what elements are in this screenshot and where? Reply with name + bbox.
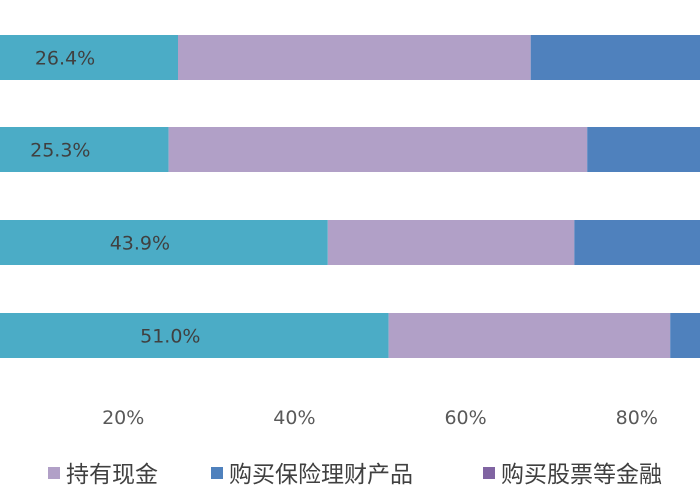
bar-segment-row1-series3 <box>530 35 700 80</box>
bar-segment-row4-series2 <box>388 313 671 358</box>
bar-segment-row2-series1 <box>0 127 169 172</box>
bar-segment-row1-series2 <box>178 35 531 80</box>
bar-segment-row4-series1 <box>0 313 389 358</box>
value-label-row2: 25.3% <box>30 140 90 162</box>
value-label-row3: 43.9% <box>110 233 170 255</box>
bar-segment-row2-series2 <box>168 127 588 172</box>
bar-segment-row1-series1 <box>0 35 178 80</box>
x-tick-label-2: 40% <box>273 407 315 429</box>
legend-swatch-2 <box>48 467 60 479</box>
bar-segment-row3-series1 <box>0 220 328 265</box>
value-labels-layer: 26.4% 25.3% 43.9% 51.0% <box>30 48 200 348</box>
legend-swatch-4 <box>483 467 495 479</box>
x-axis-ticks: 20% 40% 60% 80% <box>102 407 658 429</box>
value-label-row4: 51.0% <box>140 326 200 348</box>
bar-segment-row3-series3 <box>574 220 700 265</box>
x-tick-label-3: 60% <box>444 407 486 429</box>
x-tick-label-1: 20% <box>102 407 144 429</box>
legend-label-2: 持有现金 <box>66 462 158 488</box>
value-label-row1: 26.4% <box>35 48 95 70</box>
legend-swatch-3 <box>211 467 223 479</box>
bar-segment-row2-series3 <box>587 127 700 172</box>
bar-segment-row3-series2 <box>327 220 575 265</box>
legend-label-3: 购买保险理财产品 <box>229 462 413 488</box>
legend: 房持有现金购买保险理财产品购买股票等金融 <box>48 462 662 488</box>
bar-segment-row4-series3 <box>670 313 700 358</box>
x-tick-label-4: 80% <box>616 407 658 429</box>
legend-label-4: 购买股票等金融 <box>501 462 662 488</box>
bars-layer <box>0 35 700 358</box>
